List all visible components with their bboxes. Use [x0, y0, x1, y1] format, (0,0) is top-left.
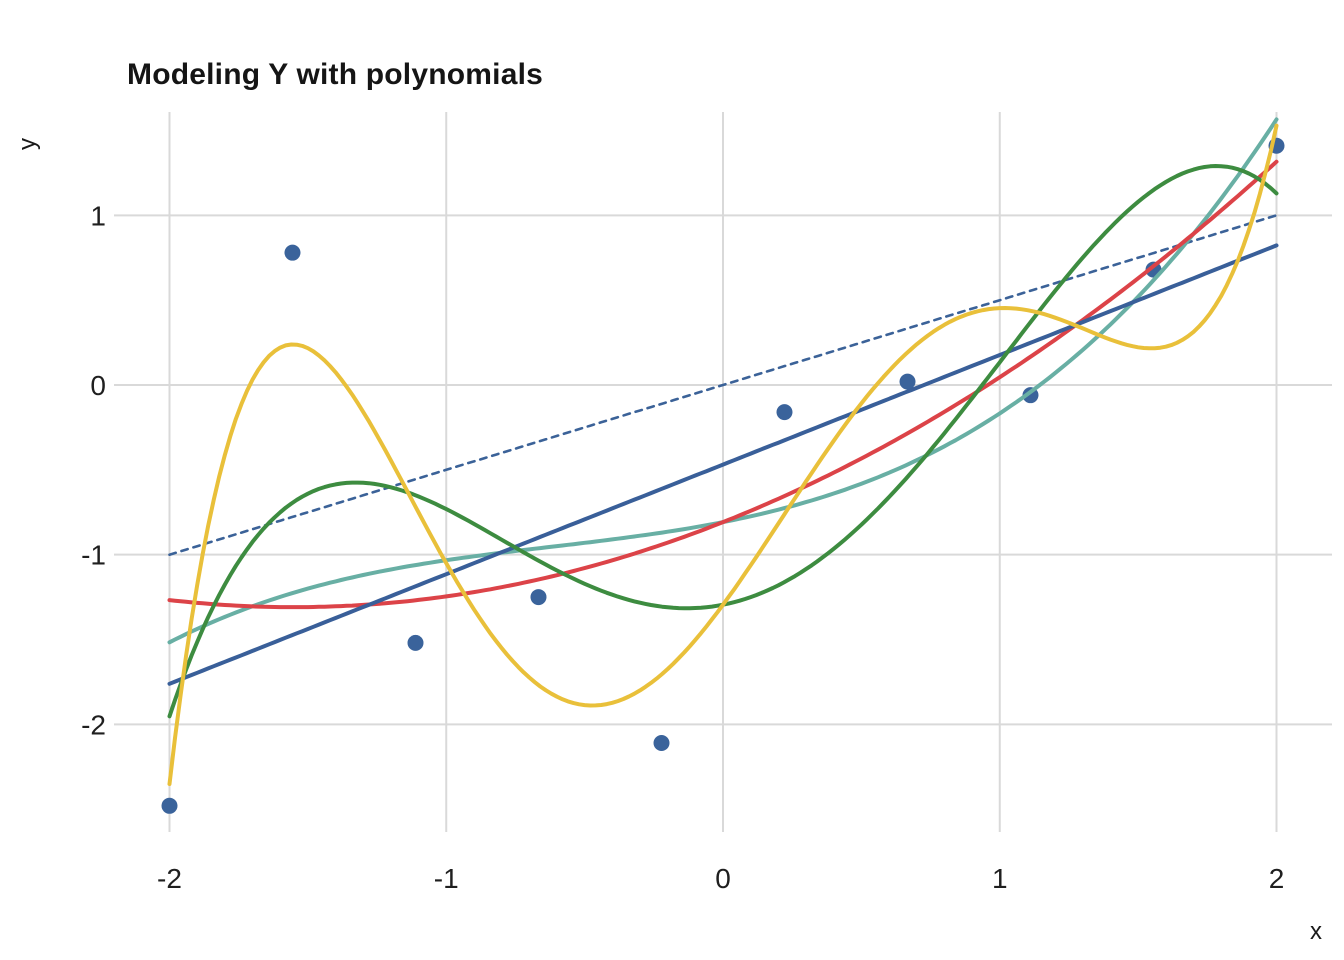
true-line: [168, 214, 1278, 556]
data-point: [776, 404, 793, 421]
x-tick-label: 0: [715, 863, 731, 894]
y-tick-label: 1: [90, 200, 106, 231]
data-point: [899, 373, 916, 390]
data-point: [161, 797, 178, 814]
y-tick-label: -2: [81, 709, 106, 740]
fit-degree-2: [167, 159, 1279, 610]
y-axis-title: y: [14, 138, 41, 150]
y-tick-label: -1: [81, 540, 106, 571]
fit-degree-1: [167, 243, 1279, 686]
y-tick-label: 0: [90, 370, 106, 401]
x-tick-label: 2: [1269, 863, 1285, 894]
data-point: [653, 735, 670, 752]
data-point: [530, 589, 547, 606]
data-point: [284, 244, 301, 261]
x-axis-title: x: [1310, 918, 1322, 945]
x-tick-label: 1: [992, 863, 1008, 894]
fit-degree-5: [167, 123, 1279, 786]
data-point: [407, 634, 424, 651]
x-tick-label: -1: [434, 863, 459, 894]
chart-title: Modeling Y with polynomials: [127, 58, 543, 91]
x-tick-label: -2: [157, 863, 182, 894]
